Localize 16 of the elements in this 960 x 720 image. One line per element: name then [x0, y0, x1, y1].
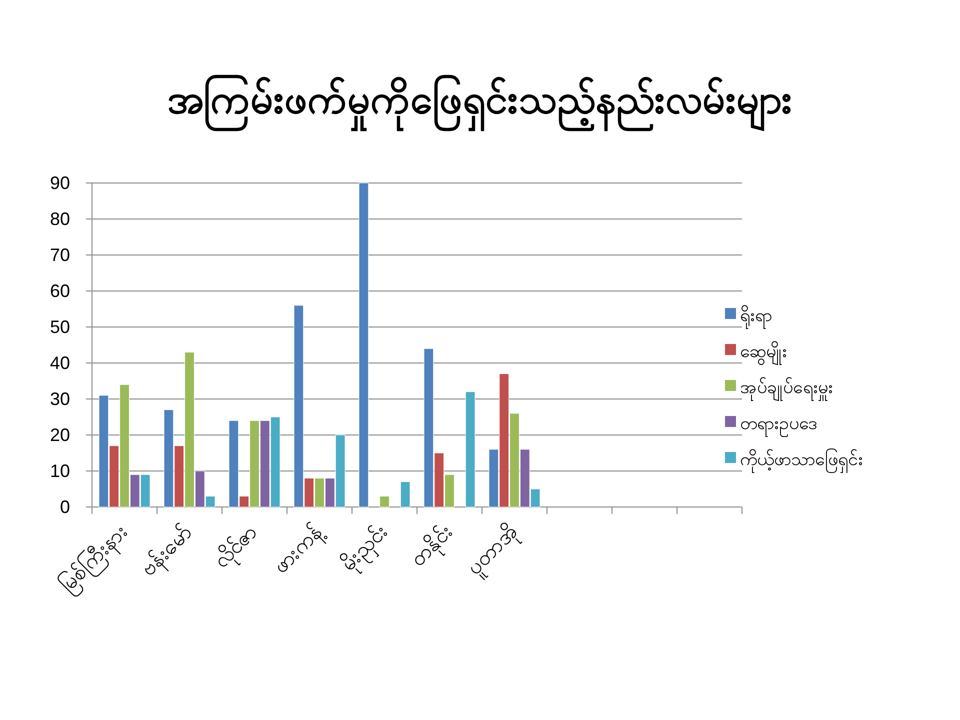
y-tick-label: 90	[50, 173, 70, 193]
y-tick-label: 80	[50, 209, 70, 229]
y-tick-label: 40	[50, 353, 70, 373]
legend-label: အုပ်ချုပ်ရေးမှူး	[740, 377, 833, 401]
y-tick-label: 10	[50, 461, 70, 481]
y-tick-label: 20	[50, 425, 70, 445]
legend-label: ကိုယ့်ဖာသာဖြေရှင်း	[740, 448, 863, 473]
legend-label: တရားဥပဒေ	[740, 413, 818, 437]
y-tick-label: 30	[50, 389, 70, 409]
y-tick-label: 70	[50, 245, 70, 265]
y-tick-label: 0	[60, 497, 70, 517]
y-tick-label: 60	[50, 281, 70, 301]
legend-label: ဆွေမျိုး	[740, 341, 787, 365]
legend-label: ရိုးရာ	[740, 305, 772, 329]
y-tick-label: 50	[50, 317, 70, 337]
title: အကြမ်းဖက်မှုကိုဖြေရှင်းသည့်နည်းလမ်းများ	[162, 58, 798, 142]
